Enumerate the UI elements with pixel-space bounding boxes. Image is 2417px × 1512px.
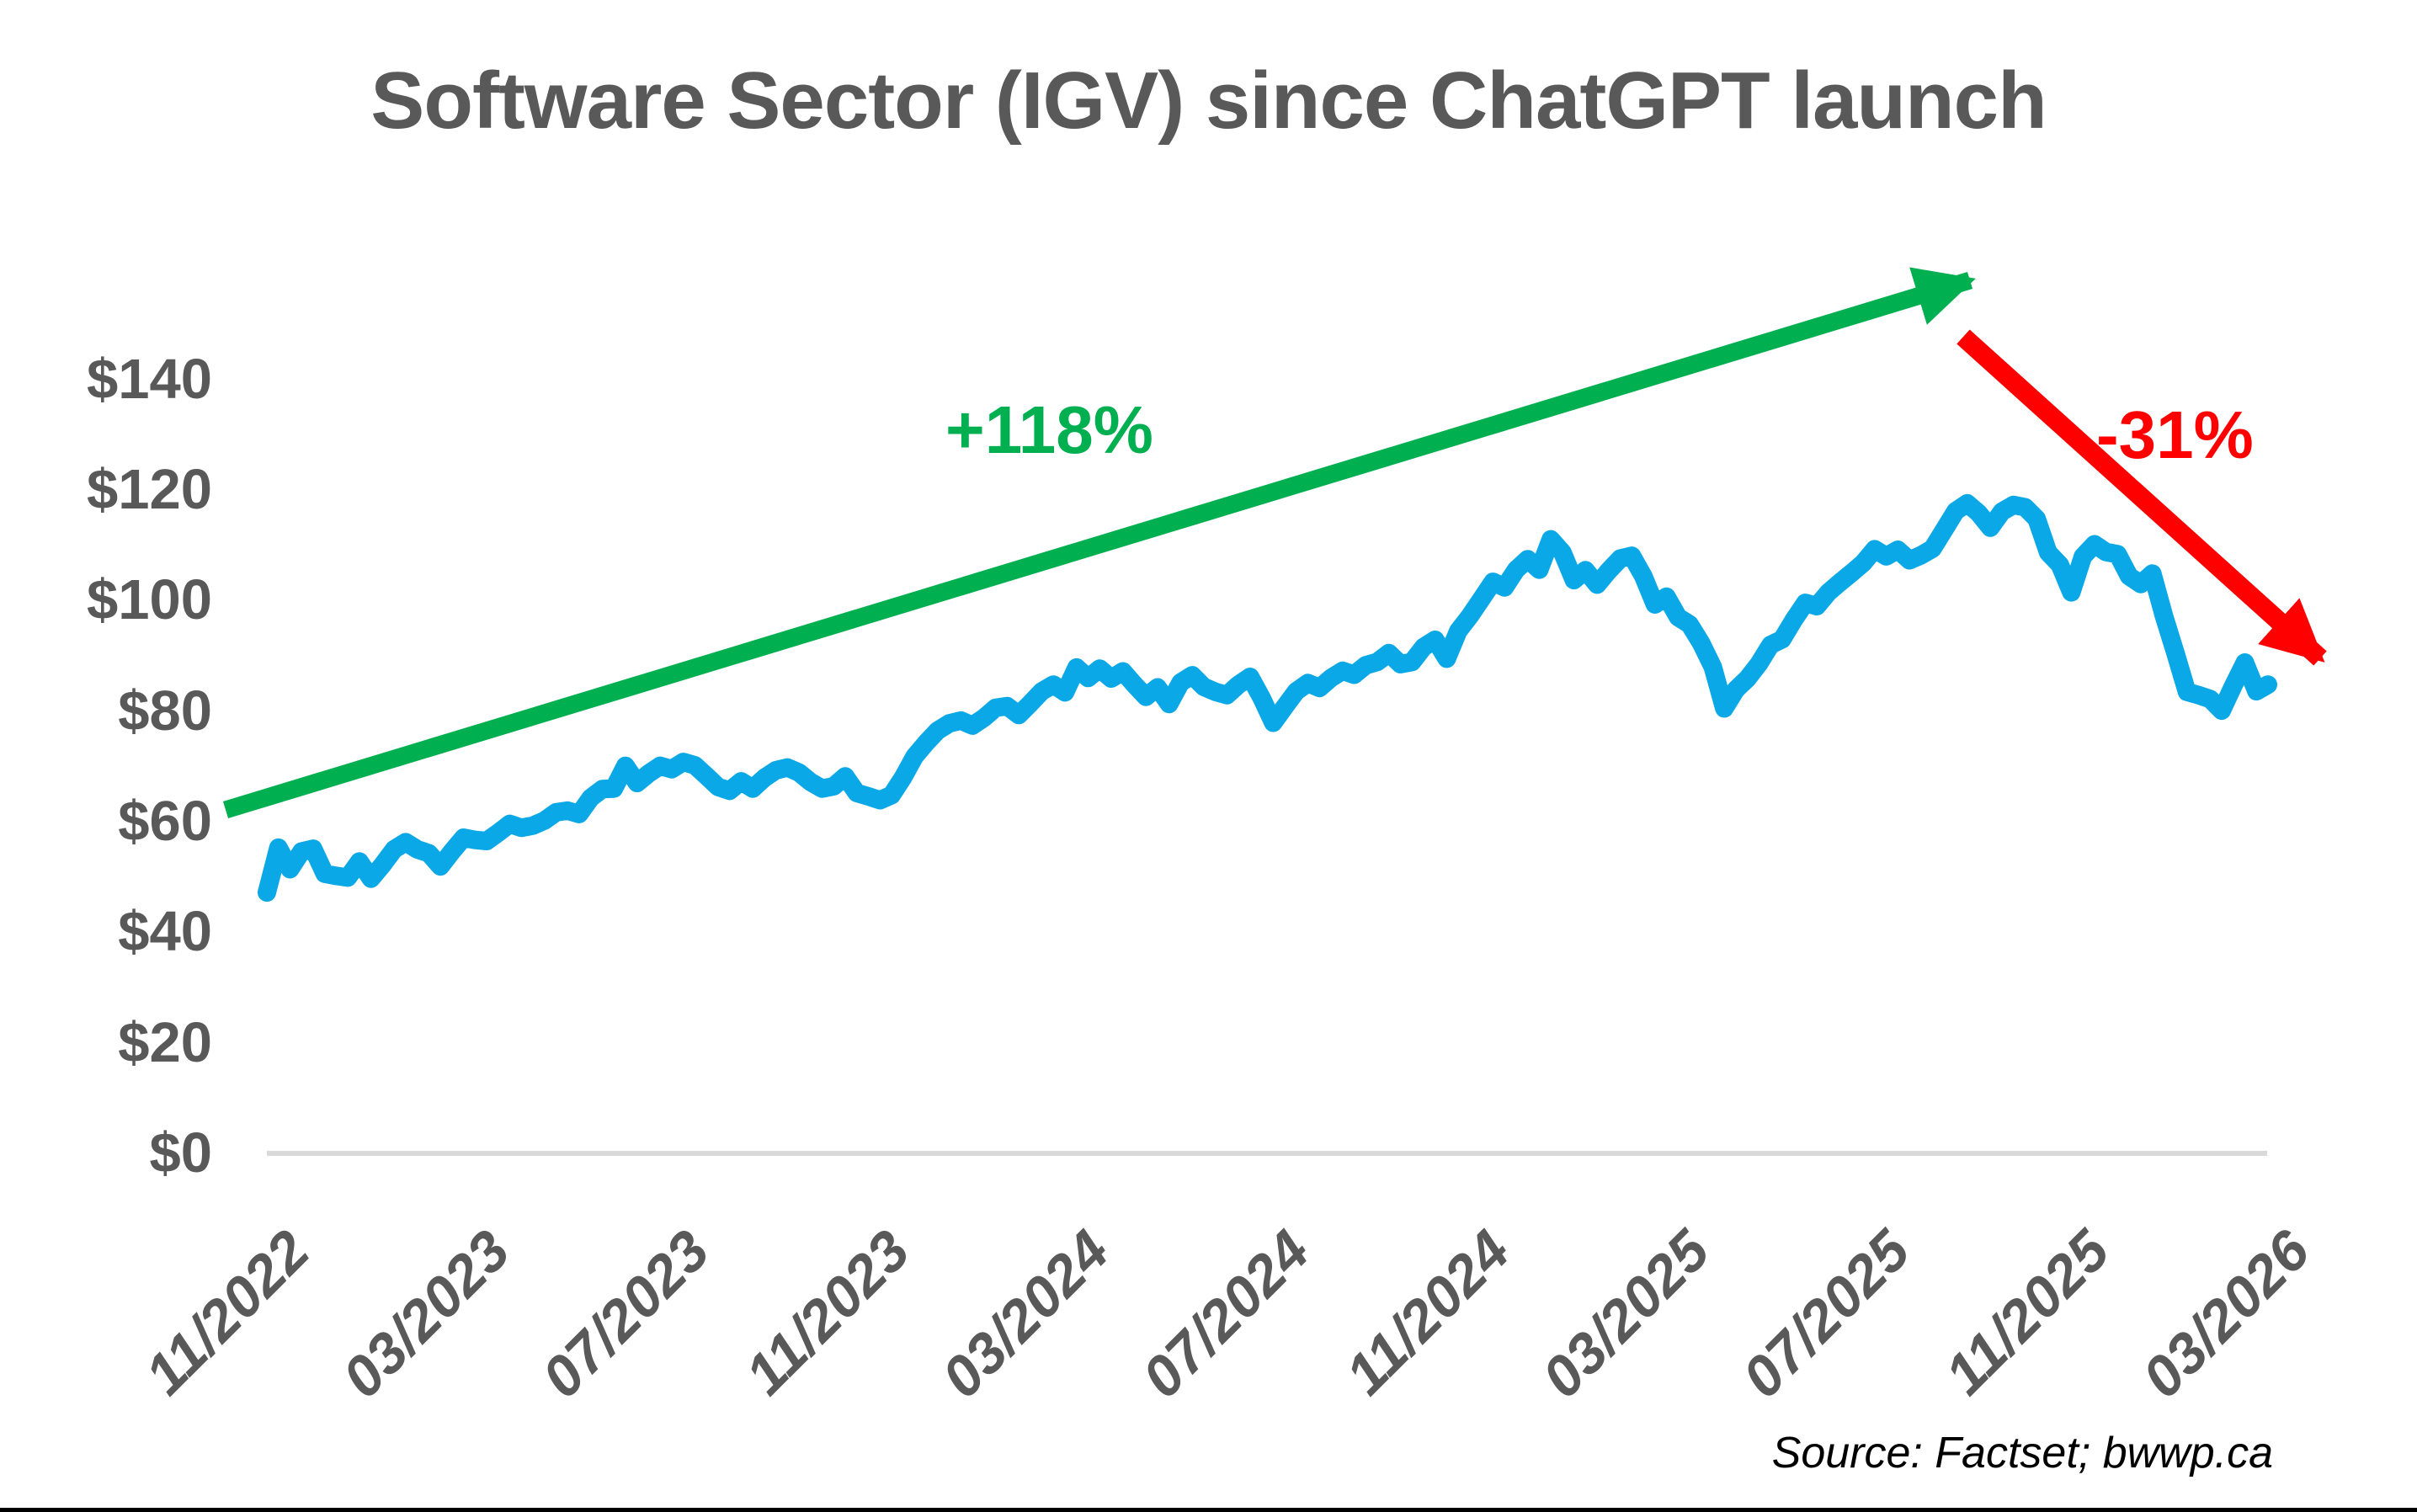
y-axis-label: $40 [118,900,212,964]
y-axis-label: $100 [86,568,212,632]
y-axis-label: $60 [118,790,212,854]
source-note: Source: Factset; bwwp.ca [1771,1429,2273,1477]
price-line [258,493,2277,902]
up-trend-arrow [222,267,1976,819]
chart-title: Software Sector (IGV) since ChatGPT laun… [370,56,2047,146]
y-axis-label: $0 [149,1121,212,1185]
bottom-border [0,1508,2417,1512]
y-axis-label: $80 [118,679,212,743]
rise-annotation: +118% [945,392,1153,467]
y-axis-label: $20 [118,1010,212,1074]
down-trend-arrow [1956,329,2327,666]
fall-annotation: -31% [2096,397,2254,472]
y-axis-label: $140 [86,347,212,411]
y-axis-label: $120 [86,458,212,522]
